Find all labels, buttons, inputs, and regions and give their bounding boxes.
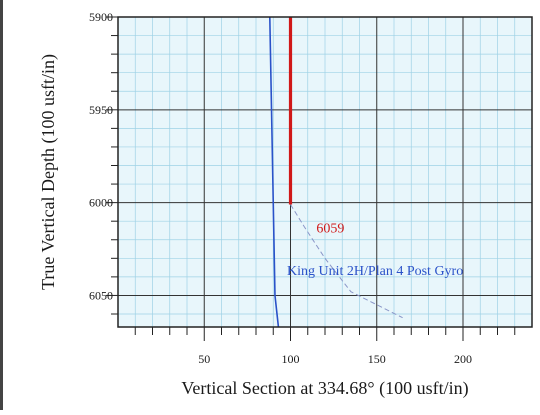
y-tick-label: 6000 [89, 196, 113, 210]
y-tick-label: 5900 [89, 10, 113, 24]
x-axis-title: Vertical Section at 334.68° (100 usft/in… [181, 378, 468, 399]
x-tick-label: 50 [198, 352, 210, 366]
left-frame-edge [0, 0, 3, 410]
y-axis-title: True Vertical Depth (100 usft/in) [38, 54, 59, 290]
x-tick-label: 200 [454, 352, 472, 366]
y-tick-label: 6050 [89, 288, 113, 302]
x-tick-label: 100 [282, 352, 300, 366]
y-tick-label: 5950 [89, 103, 113, 117]
x-tick-label: 150 [368, 352, 386, 366]
annotation-6059: 6059 [316, 221, 344, 236]
annotation-series-label: King Unit 2H/Plan 4 Post Gyro [287, 264, 463, 279]
